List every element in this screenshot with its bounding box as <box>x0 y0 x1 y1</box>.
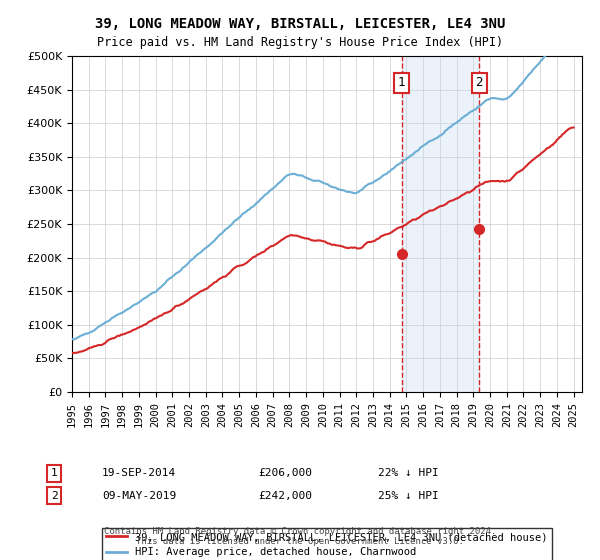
Text: Price paid vs. HM Land Registry's House Price Index (HPI): Price paid vs. HM Land Registry's House … <box>97 36 503 49</box>
Text: 1: 1 <box>50 468 58 478</box>
Text: 09-MAY-2019: 09-MAY-2019 <box>102 491 176 501</box>
Text: 2: 2 <box>476 76 483 90</box>
Text: 2: 2 <box>50 491 58 501</box>
Text: 19-SEP-2014: 19-SEP-2014 <box>102 468 176 478</box>
Text: 39, LONG MEADOW WAY, BIRSTALL, LEICESTER, LE4 3NU: 39, LONG MEADOW WAY, BIRSTALL, LEICESTER… <box>95 17 505 31</box>
Legend: 39, LONG MEADOW WAY, BIRSTALL, LEICESTER, LE4 3NU (detached house), HPI: Average: 39, LONG MEADOW WAY, BIRSTALL, LEICESTER… <box>102 528 552 560</box>
Text: £242,000: £242,000 <box>258 491 312 501</box>
Text: 22% ↓ HPI: 22% ↓ HPI <box>378 468 439 478</box>
Text: £206,000: £206,000 <box>258 468 312 478</box>
Text: Contains HM Land Registry data © Crown copyright and database right 2024.
This d: Contains HM Land Registry data © Crown c… <box>104 526 496 546</box>
Text: 1: 1 <box>398 76 406 90</box>
Bar <box>402 56 479 392</box>
Text: 25% ↓ HPI: 25% ↓ HPI <box>378 491 439 501</box>
